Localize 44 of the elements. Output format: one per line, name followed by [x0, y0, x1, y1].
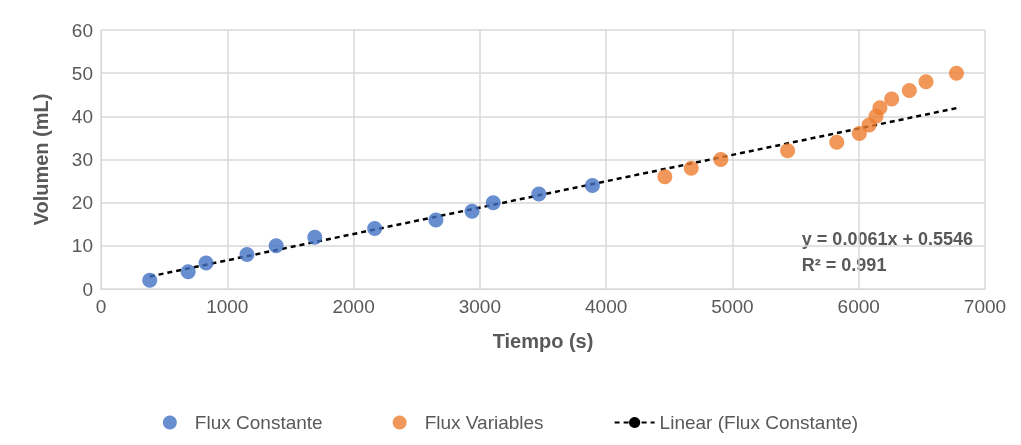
y-tick-label: 0 — [82, 278, 93, 300]
y-tick-label: 20 — [71, 192, 93, 214]
legend-label: Flux Constante — [194, 412, 323, 433]
point — [780, 143, 796, 159]
point — [531, 186, 547, 202]
x-tick-label: 6000 — [837, 296, 880, 317]
point — [851, 126, 867, 142]
point — [918, 74, 934, 90]
point — [884, 91, 900, 107]
point — [584, 177, 600, 193]
point — [485, 195, 501, 211]
point — [367, 221, 383, 237]
legend-label: Linear (Flux Constante) — [659, 412, 859, 433]
point — [713, 152, 729, 167]
x-tick-label: 7000 — [963, 296, 1007, 317]
point — [180, 264, 196, 280]
point — [657, 169, 673, 185]
x-tick-label: 0 — [95, 296, 107, 317]
x-tick-label: 1000 — [206, 296, 249, 317]
annotation: y = 0.0061x + 0.5546 R² = 0.991 — [801, 229, 974, 275]
point — [268, 238, 284, 254]
point — [683, 160, 699, 176]
y-tick-label: 30 — [71, 149, 93, 170]
point — [948, 65, 964, 81]
point — [901, 82, 917, 98]
legend-label: Flux Variables — [424, 412, 544, 433]
point — [239, 246, 255, 262]
x-tick-label: 3000 — [458, 296, 501, 317]
point — [464, 203, 480, 219]
point — [872, 100, 888, 116]
point — [307, 229, 323, 245]
x-tick-label: 2000 — [332, 296, 375, 317]
point — [142, 272, 158, 288]
x-tick-label: 5000 — [711, 296, 754, 317]
x-axis-title: Tiempo (s) — [492, 330, 594, 352]
point — [198, 255, 214, 271]
y-tick-label: 60 — [71, 19, 93, 41]
point — [428, 212, 444, 228]
y-axis-title: Volumen (mL) — [30, 93, 52, 226]
y-tick-label: 50 — [71, 62, 93, 84]
y-tick-label: 10 — [71, 235, 93, 257]
y-tick-label: 40 — [71, 105, 93, 127]
x-tick-label: 4000 — [585, 296, 628, 317]
point — [829, 134, 845, 150]
